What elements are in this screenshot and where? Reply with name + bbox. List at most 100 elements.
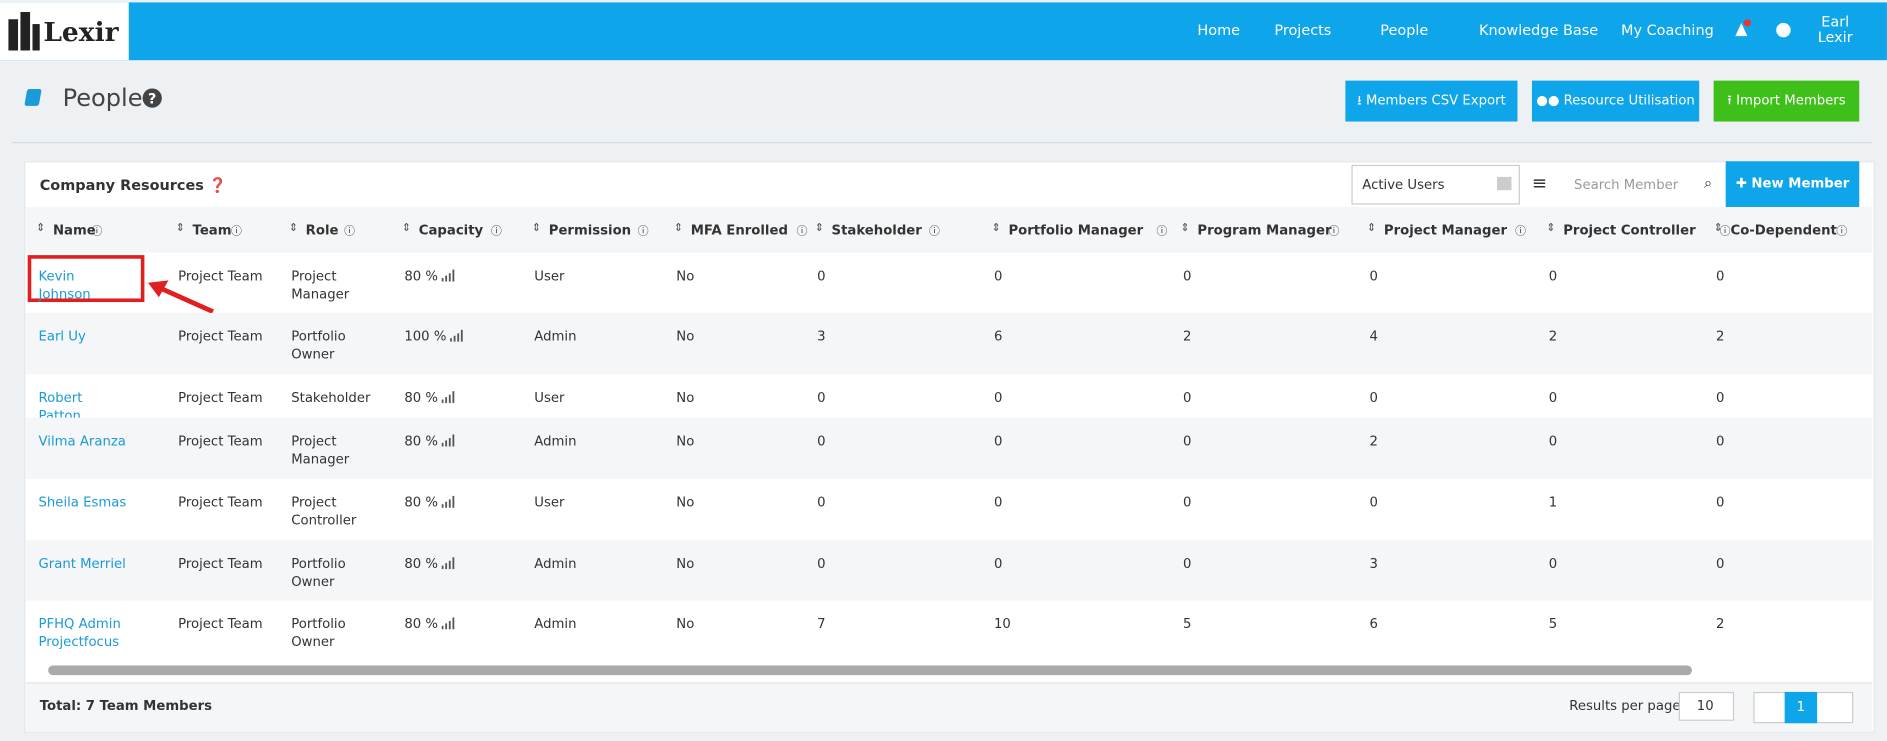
button-label: New Member — [1751, 175, 1850, 192]
search-input[interactable]: Search Member — [1574, 176, 1679, 193]
table-cell: 0 — [1548, 389, 1558, 406]
column-sort: ⇕ — [36, 222, 46, 235]
table-cell: Portfolio Owner — [291, 555, 346, 590]
user-menu[interactable]: Earl Lexir — [1817, 13, 1853, 46]
table-cell: 0 — [817, 268, 826, 285]
button-label: Resource Utilisation — [1563, 92, 1695, 109]
table-cell: 0 — [1716, 433, 1725, 449]
table-cell: 6 — [994, 328, 1003, 345]
select-caret — [1497, 176, 1512, 191]
bell-icon[interactable] — [1733, 19, 1752, 38]
divider — [12, 142, 1873, 144]
nav-item[interactable]: My Coaching — [1620, 21, 1714, 39]
table-cell: Portfolio Owner — [291, 328, 346, 363]
table-cell: 0 — [1716, 268, 1725, 285]
info-icon: ⓘ — [1156, 226, 1168, 239]
table-cell: 2 — [1548, 328, 1558, 345]
globe-icon[interactable] — [1775, 22, 1792, 39]
table-cell: Project Team — [178, 328, 263, 345]
table-cell: 0 — [1182, 433, 1192, 449]
scrollbar[interactable] — [48, 665, 1692, 676]
columns-menu[interactable]: ≡ — [1531, 172, 1548, 194]
nav-item[interactable]: Projects — [1274, 21, 1332, 39]
new-member-button[interactable]: ✚ New Member — [1725, 161, 1860, 207]
table-cell: 80 % — [404, 555, 512, 573]
member-name[interactable]: Kevin Johnson — [38, 268, 91, 303]
table-cell: Admin — [534, 616, 577, 632]
table-cell: Stakeholder — [291, 389, 371, 406]
info-icon: ⓘ — [490, 226, 502, 239]
member-name[interactable]: Grant Merriel — [38, 555, 126, 572]
card-title-text: Company Resources — [39, 176, 204, 194]
table-cell: 0 — [1182, 494, 1192, 511]
table-cell: 2 — [1716, 616, 1725, 632]
search-icon[interactable]: ⌕ — [1704, 174, 1713, 192]
table-cell: 0 — [994, 433, 1003, 449]
column-header: Project Manager — [1383, 222, 1507, 239]
table-cell: 80 % — [404, 389, 512, 407]
column-sort: ⇕ — [288, 222, 298, 235]
nav-item[interactable]: People — [1380, 21, 1429, 39]
info-icon: ⓘ — [1515, 226, 1526, 239]
column-header: Role — [305, 222, 339, 239]
info-icon: ⓘ — [1836, 226, 1848, 239]
table-cell: Portfolio Owner — [291, 616, 346, 650]
highlight-arrow — [148, 280, 214, 314]
member-name[interactable]: Sheila Esmas — [38, 494, 127, 511]
row-bg — [25, 312, 1873, 375]
table-cell: User — [534, 389, 565, 406]
button-label: Import Members — [1736, 92, 1846, 109]
table-cell: 0 — [1369, 494, 1378, 511]
import-button[interactable]: ⭱ Import Members — [1713, 80, 1860, 122]
table-cell: Project Manager — [291, 268, 350, 303]
resource-button[interactable]: ●● Resource Utilisation — [1531, 80, 1700, 122]
member-name[interactable]: PFHQ Admin Projectfocus — [38, 616, 121, 650]
signal-icon — [441, 495, 455, 508]
column-sort: ⇕ — [1713, 222, 1723, 235]
signal-icon — [441, 617, 455, 630]
table-cell: 7 — [817, 616, 826, 632]
csv-export-button[interactable]: ⭳ Members CSV Export — [1345, 80, 1518, 122]
column-header: Permission — [548, 222, 632, 239]
info-icon: ⓘ — [231, 226, 242, 239]
page-title: People — [62, 83, 143, 112]
column-header: MFA Enrolled — [690, 222, 788, 239]
nav-item[interactable]: Home — [1197, 21, 1241, 39]
nav-item[interactable]: Knowledge Base — [1478, 21, 1599, 39]
page-button[interactable]: 1 — [1784, 691, 1818, 724]
table-cell: Admin — [534, 328, 577, 345]
table-cell: 100 % — [404, 327, 512, 345]
column-sort: ⇕ — [814, 222, 824, 235]
total-count: Total: 7 Team Members — [39, 697, 212, 714]
table-cell: Project Team — [178, 389, 263, 406]
column-sort: ⇕ — [531, 222, 541, 235]
logo-icon — [8, 12, 40, 51]
column-sort: ⇕ — [401, 222, 412, 235]
column-sort: ⇕ — [673, 222, 683, 235]
column-header: Name — [52, 222, 96, 239]
per-page-select[interactable]: 10 — [1678, 691, 1735, 721]
table-cell: Project Team — [178, 494, 263, 511]
column-header: Portfolio Manager — [1008, 222, 1144, 239]
info-icon: ⓘ — [344, 226, 356, 239]
row-bg — [25, 540, 1873, 601]
table-cell: Project Manager — [291, 433, 350, 467]
table-cell: 0 — [994, 494, 1003, 511]
table-cell: User — [534, 494, 565, 511]
table-cell: 0 — [817, 494, 826, 511]
table-cell: 0 — [817, 555, 826, 572]
member-name[interactable]: Earl Uy — [38, 328, 86, 345]
table-cell: 6 — [1369, 616, 1378, 632]
table-cell: Project Team — [178, 433, 263, 449]
column-header: Program Manager — [1197, 222, 1332, 239]
signal-icon — [441, 557, 455, 570]
column-sort: ⇕ — [1546, 222, 1556, 235]
table-cell: 80 % — [404, 493, 512, 511]
member-name[interactable]: Vilma Aranza — [38, 433, 126, 449]
table-cell: 0 — [1716, 555, 1725, 572]
table-cell: Project Team — [178, 555, 263, 572]
table-cell: Project Team — [178, 616, 263, 632]
table-cell: 5 — [1548, 616, 1558, 632]
filter-select[interactable]: Active Users — [1351, 164, 1520, 205]
